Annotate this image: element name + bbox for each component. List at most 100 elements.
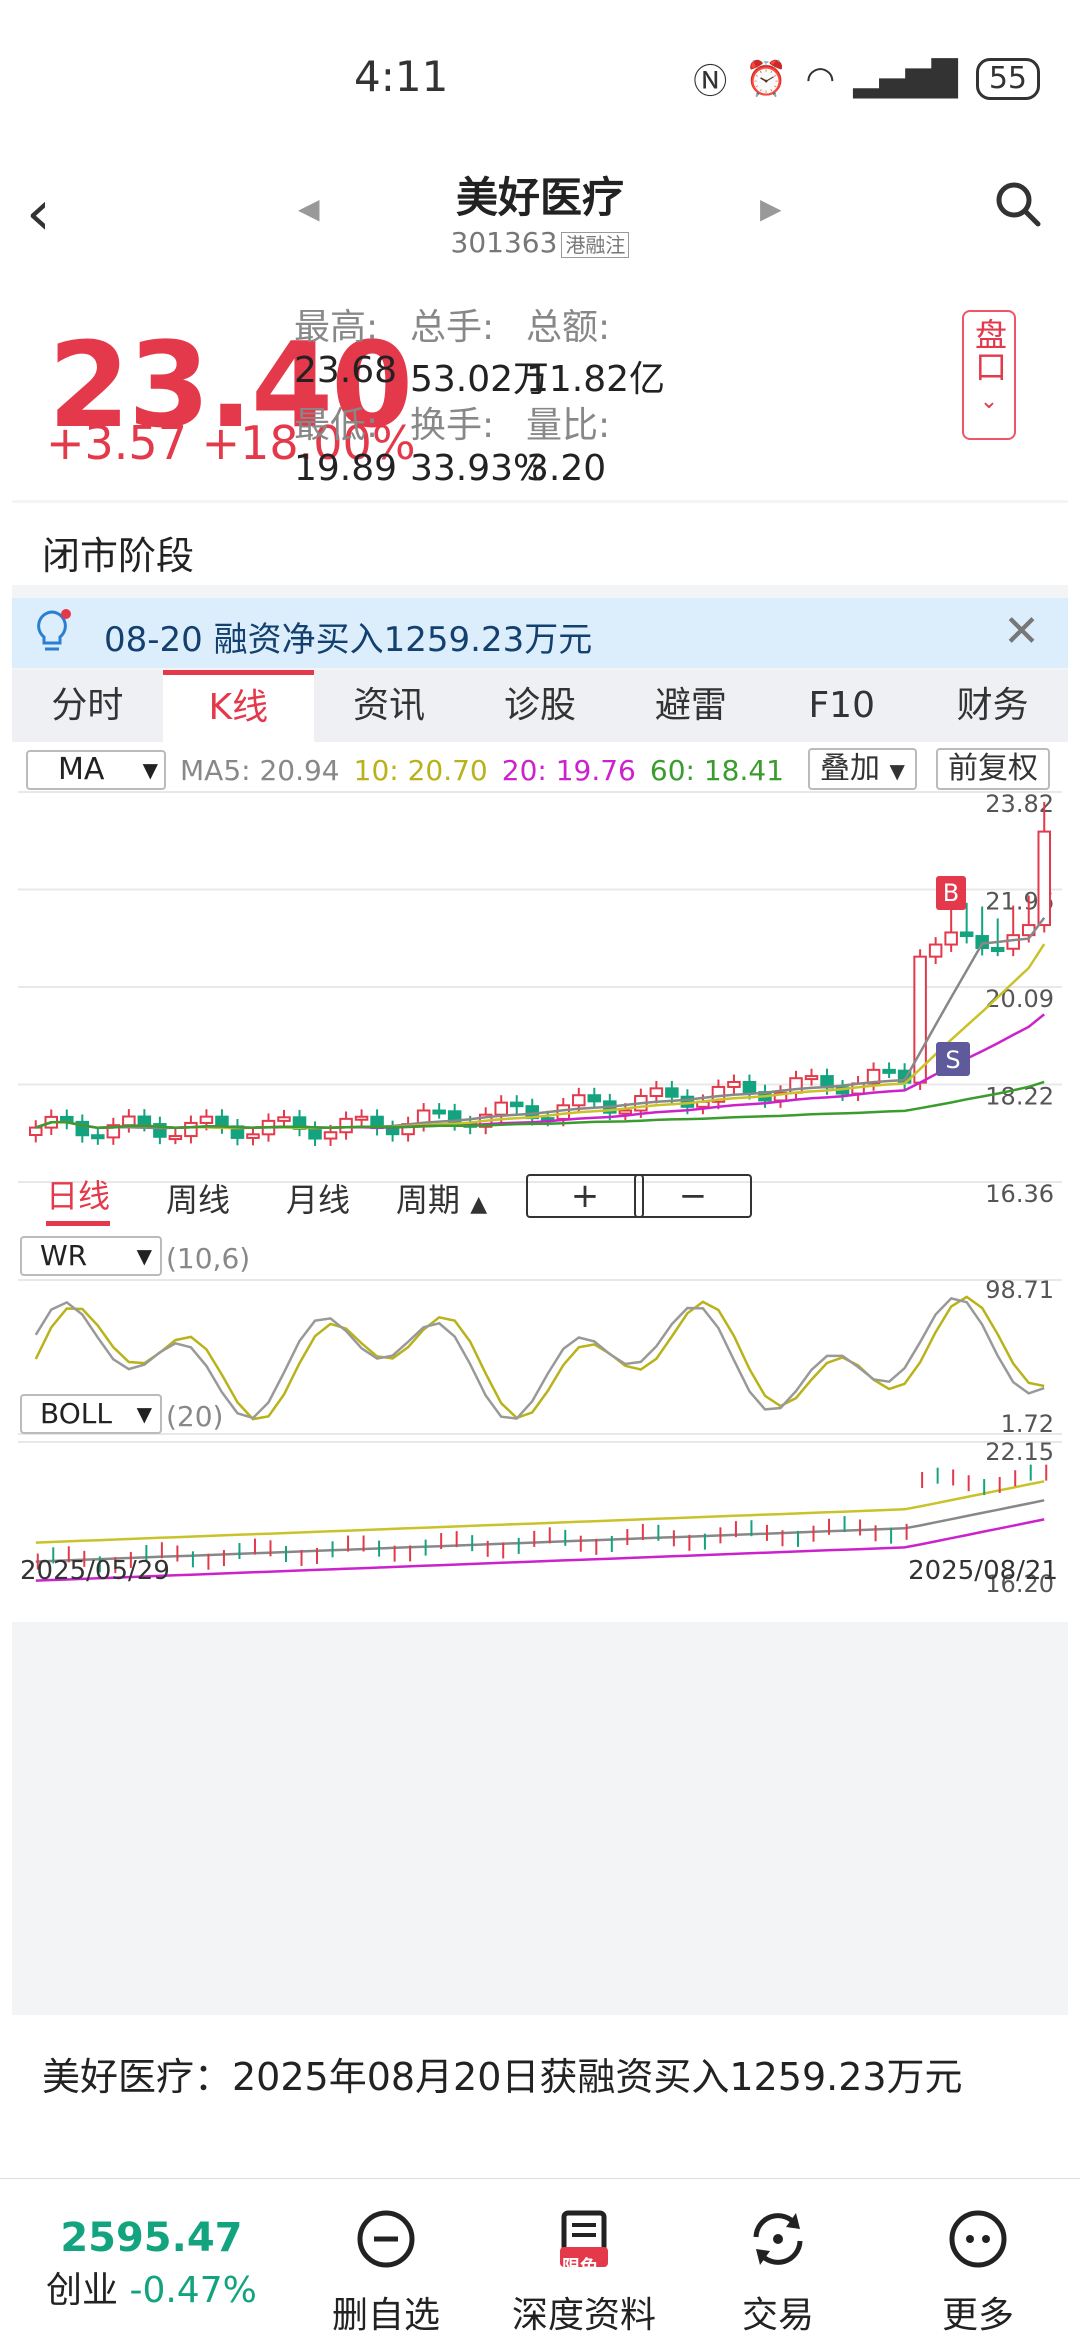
status-icons: Ⓝ ⏰ ◠ ▂▄▆█ 55 bbox=[693, 54, 1040, 103]
change-value: +3.57 bbox=[46, 416, 187, 470]
candle-body bbox=[866, 1068, 881, 1085]
index-change: -0.47% bbox=[129, 2270, 257, 2311]
kline-svg[interactable]: 23.8221.9620.0918.2216.36BS98.711.7222.1… bbox=[12, 742, 1068, 1622]
candle-body bbox=[246, 1133, 260, 1139]
dropdown-arrow-icon: ▼ bbox=[142, 758, 158, 782]
candle-body bbox=[804, 1075, 819, 1081]
end-date: 2025/08/21 bbox=[908, 1556, 1058, 1586]
zoom-in-button[interactable]: + bbox=[526, 1174, 644, 1218]
tab-kline[interactable]: K线 bbox=[162, 670, 314, 742]
boll-label: BOLL bbox=[40, 1397, 112, 1430]
back-arrow-icon[interactable]: ‹ bbox=[26, 176, 51, 249]
more-button[interactable]: 更多 bbox=[942, 2207, 1014, 2338]
stock-tag: 港融注 bbox=[561, 232, 630, 258]
ma-select[interactable]: MA ▼ bbox=[26, 750, 166, 790]
period-monthly[interactable]: 月线 bbox=[286, 1181, 351, 1219]
minus-circle-icon bbox=[357, 2210, 415, 2268]
boll-param: (20) bbox=[166, 1400, 224, 1433]
candle-body bbox=[1006, 934, 1020, 950]
stat-turnover-label: 换手: bbox=[410, 405, 495, 446]
stock-code: 301363 港融注 bbox=[0, 226, 1080, 259]
quote-panel: 23.40 +3.57 +18.00% 最高: 23.68 总手: 53.02万 总… bbox=[12, 278, 1068, 500]
candle-body bbox=[944, 931, 958, 946]
triangle-up-icon: ▲ bbox=[470, 1192, 488, 1217]
candle-body bbox=[432, 1109, 446, 1115]
ma20-value: 20: 19.76 bbox=[501, 753, 636, 787]
remove-watchlist-button[interactable]: 删自选 bbox=[332, 2207, 440, 2338]
candle-body bbox=[665, 1087, 679, 1098]
price-axis-label: 16.36 bbox=[985, 1180, 1054, 1208]
price-axis-label: 23.82 bbox=[985, 790, 1054, 818]
ma60-line bbox=[35, 1080, 1045, 1130]
tab-f10[interactable]: F10 bbox=[808, 685, 875, 726]
tab-bar: 分时 K线 资讯 诊股 避雷 F10 财务 bbox=[12, 670, 1068, 742]
candle-body bbox=[572, 1094, 586, 1107]
overlay-button[interactable]: 叠加 ▼ bbox=[808, 748, 917, 790]
alarm-icon: ⏰ bbox=[745, 58, 788, 99]
notice-bar[interactable]: 08-20 融资净买入1259.23万元 ✕ bbox=[12, 598, 1068, 668]
nfc-icon: Ⓝ bbox=[693, 62, 728, 102]
trade-cycle-icon bbox=[753, 2213, 803, 2265]
news-text: 美好医疗：2025年08月20日获融资买入1259.23万元 bbox=[42, 2055, 963, 2099]
period-cycle-label: 周期 bbox=[396, 1181, 461, 1219]
boll-select[interactable]: BOLL ▼ bbox=[20, 1394, 162, 1434]
trade-button[interactable]: 交易 bbox=[742, 2207, 814, 2338]
candle-body bbox=[587, 1094, 602, 1103]
candle-body bbox=[354, 1115, 369, 1121]
candle-body bbox=[168, 1135, 183, 1141]
zoom-out-button[interactable]: − bbox=[634, 1174, 752, 1218]
news-item[interactable]: 美好医疗：2025年08月20日获融资买入1259.23万元 bbox=[12, 2015, 1068, 2195]
candle-body bbox=[494, 1101, 508, 1116]
candle-body bbox=[215, 1115, 229, 1128]
wr-select[interactable]: WR ▼ bbox=[20, 1236, 162, 1276]
boll-top-label: 22.15 bbox=[985, 1438, 1054, 1466]
candle-body bbox=[153, 1123, 167, 1138]
wr2-line bbox=[34, 1297, 1045, 1420]
stock-name: 美好医疗 bbox=[455, 173, 624, 222]
index-value: 2595.47 bbox=[60, 2215, 243, 2261]
candle-body bbox=[137, 1115, 152, 1126]
candle-body bbox=[959, 931, 974, 938]
stat-volume-ratio-label: 量比: bbox=[526, 405, 611, 446]
wr-label: WR bbox=[40, 1239, 88, 1272]
pankou-label: 盘口 bbox=[970, 318, 1008, 382]
period-weekly[interactable]: 周线 bbox=[166, 1181, 231, 1219]
tab-risk[interactable]: 避雷 bbox=[654, 685, 727, 726]
candle-body bbox=[556, 1104, 571, 1120]
ma5-value: MA5: 20.94 bbox=[180, 753, 340, 787]
free-badge: 限免 bbox=[562, 2257, 598, 2278]
wr1-line bbox=[34, 1295, 1045, 1421]
tab-finance[interactable]: 财务 bbox=[956, 685, 1029, 726]
candle-body bbox=[277, 1116, 291, 1122]
fuquan-button[interactable]: 前复权 bbox=[936, 748, 1050, 790]
stat-low-label: 最低: bbox=[294, 405, 379, 446]
tab-diagnosis[interactable]: 诊股 bbox=[504, 685, 577, 726]
tab-news[interactable]: 资讯 bbox=[353, 685, 426, 726]
period-cycle[interactable]: 周期 ▲ bbox=[396, 1175, 487, 1221]
ma-select-label: MA bbox=[58, 752, 105, 787]
next-stock-icon[interactable]: ▶ bbox=[760, 192, 782, 225]
stat-volume: 总手: 53.02万 bbox=[410, 298, 549, 402]
candle-body bbox=[106, 1124, 121, 1139]
overlay-label: 叠加 bbox=[820, 751, 880, 786]
index-widget[interactable]: 2595.47 创业 -0.47% bbox=[46, 2215, 257, 2313]
ma-indicator-bar: MA ▼ MA5: 20.94 10: 20.70 20: 19.76 60: … bbox=[26, 750, 784, 790]
change-percent: +18.00% bbox=[201, 416, 416, 470]
tab-intraday[interactable]: 分时 bbox=[51, 685, 124, 726]
search-icon[interactable] bbox=[994, 180, 1042, 228]
candle-body bbox=[323, 1131, 338, 1140]
buy-marker-label: B bbox=[943, 879, 959, 907]
battery-icon: 55 bbox=[975, 57, 1040, 100]
candle-body bbox=[928, 943, 943, 958]
period-daily[interactable]: 日线 bbox=[46, 1171, 111, 1226]
status-bar: 4:11 Ⓝ ⏰ ◠ ▂▄▆█ 55 bbox=[0, 0, 1080, 150]
prev-stock-icon[interactable]: ◀ bbox=[298, 192, 320, 225]
boll-lower-line bbox=[35, 1518, 1045, 1582]
pankou-button[interactable]: 盘口 ⌄ bbox=[962, 310, 1016, 440]
stat-volume-ratio: 量比: 3.20 bbox=[526, 396, 610, 489]
candle-body bbox=[199, 1115, 214, 1124]
sell-marker-label: S bbox=[945, 1046, 960, 1074]
deep-data-button[interactable]: 限免 深度资料 bbox=[512, 2207, 656, 2338]
boll-bottom-label: 16.20 bbox=[985, 1570, 1054, 1598]
close-icon[interactable]: ✕ bbox=[1003, 606, 1040, 657]
